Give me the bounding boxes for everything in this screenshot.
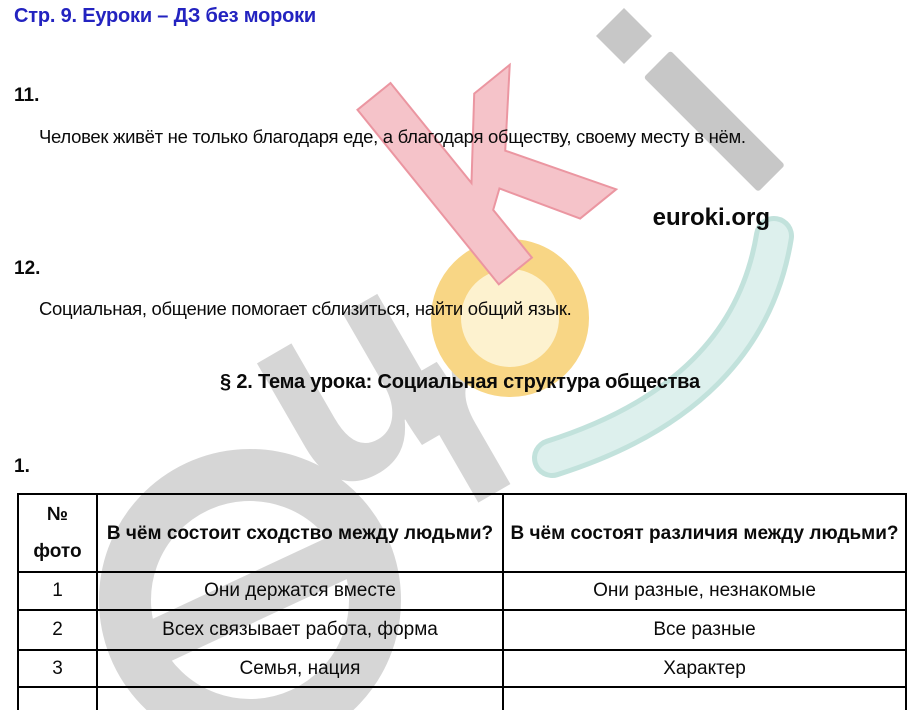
row-number: 2 [17,609,98,651]
similarity-cell: Семья, нация [96,649,504,688]
question-1-number: 1. [14,456,30,477]
question-12-number: 12. [14,258,41,279]
question-12-answer: Социальная, общение помогает сблизиться,… [39,298,572,319]
header-difference: В чём состоят различия между людьми? [502,493,907,573]
table-row: 2 Всех связывает работа, форма Все разны… [17,609,907,651]
lesson-heading: § 2. Тема урока: Социальная структура об… [220,371,700,393]
table-header-row: № фото В чём состоит сходство между людь… [17,493,907,573]
watermark-swoosh [532,216,794,478]
header-photo-no: № фото [17,493,98,573]
answers-table: № фото В чём состоит сходство между людь… [17,493,907,710]
difference-cell: Все разные [502,609,907,651]
watermark-letter-o [431,239,589,397]
difference-cell: Характер [502,649,907,688]
table-row-partial [17,686,907,710]
difference-cell [502,686,907,710]
similarity-cell: Они держатся вместе [96,571,504,611]
row-number [17,686,98,710]
header-similarity: В чём состоит сходство между людьми? [96,493,504,573]
difference-cell: Они разные, незнакомые [502,571,907,611]
page-title: Стр. 9. Еуроки – ДЗ без мороки [14,5,317,27]
watermark-letter-i [596,8,784,191]
euroki-org-label: euroki.org [652,204,770,231]
similarity-cell [96,686,504,710]
row-number: 3 [17,649,98,688]
question-11-number: 11. [14,85,40,106]
similarity-cell: Всех связывает работа, форма [96,609,504,651]
table-row: 3 Семья, нация Характер [17,649,907,688]
row-number: 1 [17,571,98,611]
question-11-answer: Человек живёт не только благодаря еде, а… [39,126,746,147]
table-row: 1 Они держатся вместе Они разные, незнак… [17,571,907,611]
